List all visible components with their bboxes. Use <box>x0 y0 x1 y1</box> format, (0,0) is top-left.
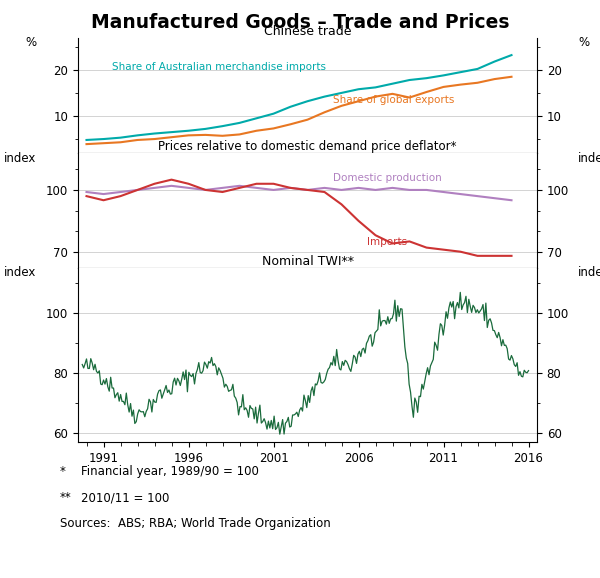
Text: *: * <box>60 465 66 478</box>
Text: index: index <box>578 152 600 165</box>
Text: Manufactured Goods – Trade and Prices: Manufactured Goods – Trade and Prices <box>91 13 509 32</box>
Text: Sources:  ABS; RBA; World Trade Organization: Sources: ABS; RBA; World Trade Organizat… <box>60 517 331 530</box>
Text: Financial year, 1989/90 = 100: Financial year, 1989/90 = 100 <box>81 465 259 478</box>
Text: index: index <box>578 266 600 279</box>
Text: Domestic production: Domestic production <box>333 173 442 183</box>
Text: index: index <box>4 152 37 165</box>
Text: index: index <box>4 266 37 279</box>
Text: %: % <box>578 36 589 49</box>
Text: %: % <box>26 36 37 49</box>
Text: Imports: Imports <box>367 236 407 246</box>
Text: 2010/11 = 100: 2010/11 = 100 <box>81 491 169 504</box>
Text: Share of Australian merchandise imports: Share of Australian merchandise imports <box>112 62 326 72</box>
Text: Chinese trade: Chinese trade <box>264 25 351 38</box>
Text: Share of global exports: Share of global exports <box>333 95 454 105</box>
Text: **: ** <box>60 491 72 504</box>
Text: Nominal TWI**: Nominal TWI** <box>262 255 353 268</box>
Text: Prices relative to domestic demand price deflator*: Prices relative to domestic demand price… <box>158 140 457 153</box>
